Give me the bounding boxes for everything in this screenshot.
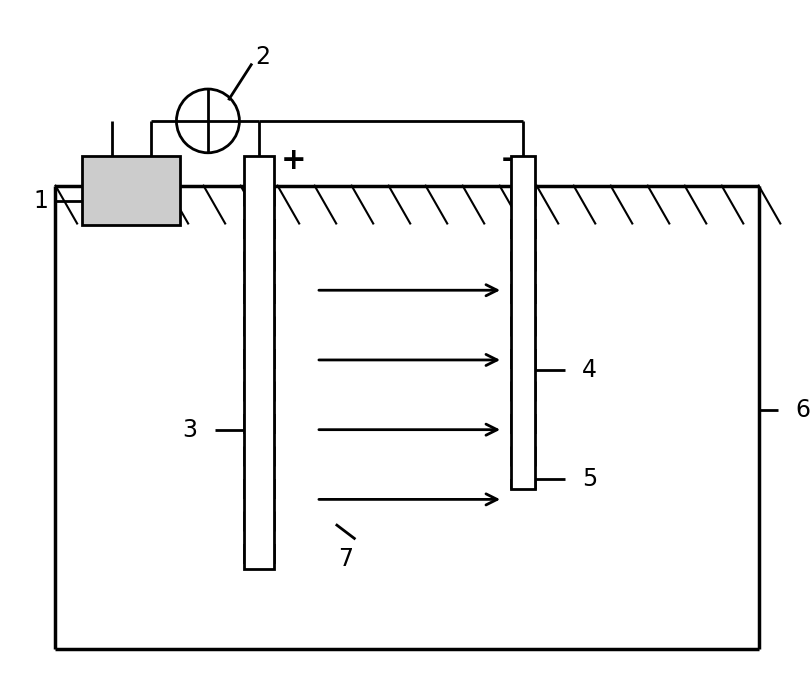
Text: 1: 1	[33, 189, 48, 213]
Text: 4: 4	[582, 358, 597, 382]
Bar	[244, 155, 274, 569]
Text: 3: 3	[182, 418, 198, 442]
Text: +: +	[281, 146, 307, 175]
Text: 6: 6	[796, 398, 810, 422]
Bar	[511, 155, 535, 489]
Text: 2: 2	[255, 45, 270, 69]
Text: −: −	[500, 146, 526, 175]
Bar	[82, 155, 180, 226]
Text: 7: 7	[338, 547, 353, 571]
Text: 5: 5	[582, 468, 597, 491]
